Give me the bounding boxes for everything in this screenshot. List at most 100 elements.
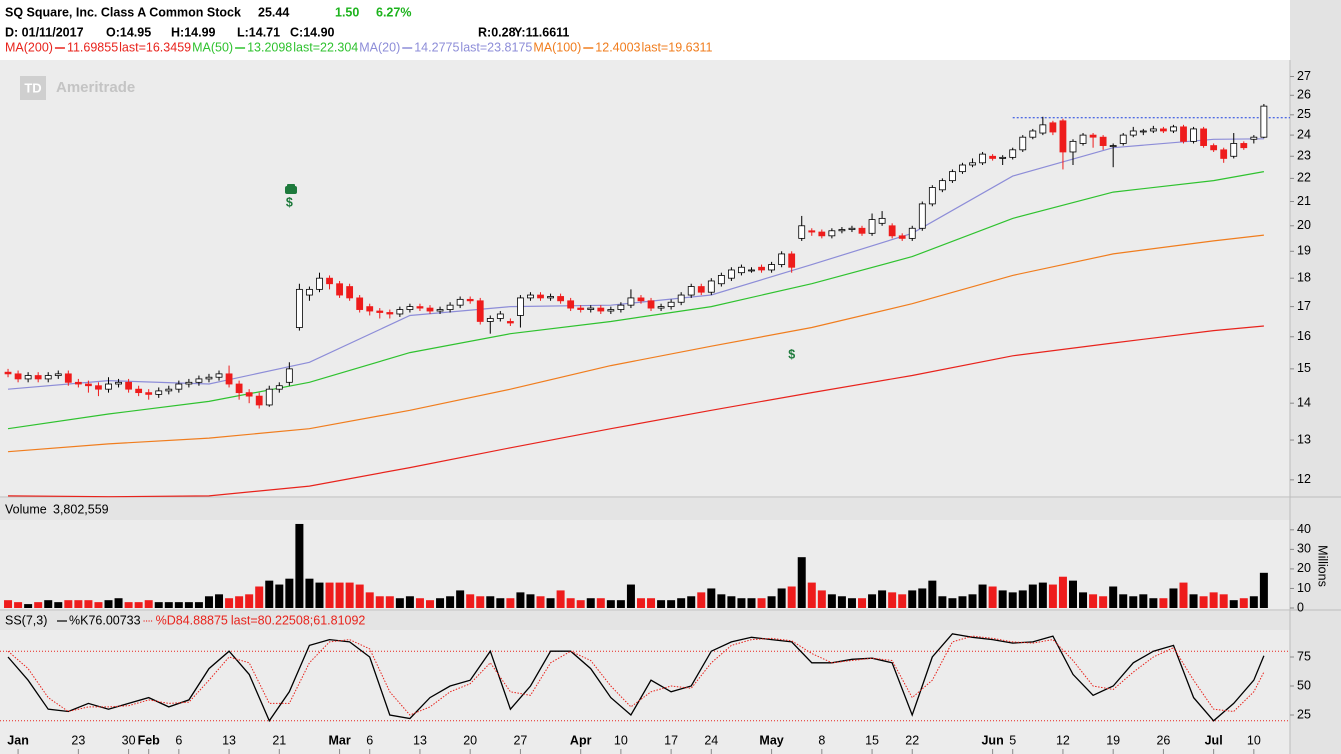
candle-body: [938, 180, 946, 191]
close: C:14.90: [290, 25, 335, 39]
y-tick-label: 13: [1297, 432, 1311, 446]
volume-bar: [978, 584, 987, 608]
candle-body: [1019, 136, 1027, 151]
candle-body: [858, 227, 866, 234]
volume-bar: [325, 582, 334, 608]
volume-bar: [134, 602, 143, 608]
y: Y:11.6611: [514, 25, 569, 39]
x-tick-label: 30: [122, 733, 136, 747]
x-tick-label: Jan: [7, 733, 29, 747]
candle-body: [24, 375, 32, 380]
volume-bar: [777, 588, 786, 608]
candle-body: [235, 383, 243, 394]
candle-body: [346, 286, 354, 299]
candle-body: [818, 231, 826, 237]
y-tick-label: 50: [1297, 678, 1311, 692]
candle-body: [959, 164, 966, 173]
volume-bar: [375, 596, 384, 608]
candle-body: [1170, 126, 1177, 132]
candle-body: [356, 297, 364, 310]
volume-bar: [114, 598, 123, 608]
volume-bar: [958, 596, 967, 608]
candle-body: [245, 392, 253, 397]
price: 25.44: [258, 5, 289, 19]
volume-bar: [1018, 590, 1027, 608]
volume-bar: [466, 594, 475, 608]
volume-bar: [54, 602, 63, 608]
candle-body: [627, 297, 635, 306]
y-tick-label: 14: [1297, 395, 1311, 409]
volume-bar: [1219, 594, 1228, 608]
candle-body: [999, 156, 1007, 159]
volume-bar: [1199, 596, 1208, 608]
volume-bar: [446, 596, 455, 608]
candle-body: [4, 371, 12, 375]
y-tick-label: 21: [1297, 194, 1311, 208]
volume-bar: [546, 598, 555, 608]
y-tick-label: 17: [1297, 299, 1311, 313]
candle-body: [406, 306, 414, 310]
x-tick-label: Apr: [570, 733, 592, 747]
legend-name: %K: [69, 613, 89, 627]
volume-bar: [737, 598, 746, 608]
volume-bar: [64, 600, 73, 608]
volume-title: Volume: [5, 502, 47, 516]
candle-body: [838, 229, 846, 232]
phone-handset: [287, 184, 295, 187]
volume-bar: [1079, 592, 1088, 608]
volume-bar: [215, 594, 224, 608]
volume-bar: [596, 598, 605, 608]
volume-bar: [667, 600, 676, 608]
candle-body: [14, 373, 22, 380]
x-tick-label: 6: [366, 733, 373, 747]
candle-body: [1260, 105, 1268, 138]
volume-bar: [1129, 596, 1138, 608]
volume-bar: [697, 592, 706, 608]
volume-bar: [285, 578, 294, 608]
candle-body: [587, 307, 595, 310]
volume-bar: [74, 600, 83, 608]
candle-body: [748, 269, 755, 272]
candle-body: [135, 388, 143, 394]
legend-value: 76.00733: [88, 613, 140, 627]
ma-name: MA(20): [359, 40, 400, 54]
title: SQ Square, Inc. Class A Common Stock: [5, 5, 241, 19]
candle-body: [125, 381, 132, 390]
y-tick-label: 30: [1297, 542, 1311, 556]
volume-bar: [998, 590, 1007, 608]
x-tick-label: 15: [865, 733, 879, 747]
candle-body: [295, 288, 303, 328]
candle-body: [416, 306, 424, 309]
volume-bar: [235, 596, 244, 608]
candle-body: [195, 378, 203, 383]
candle-body: [808, 230, 816, 233]
volume-bar: [44, 600, 53, 608]
volume-bar: [385, 596, 394, 608]
volume-bar: [717, 594, 726, 608]
x-tick-label: 5: [1009, 733, 1016, 747]
candle-body: [54, 373, 62, 376]
volume-bar: [1109, 586, 1118, 608]
candle-body: [185, 381, 193, 385]
candle-body: [758, 266, 765, 271]
y-tick-label: 16: [1297, 329, 1311, 343]
volume-bar: [496, 598, 505, 608]
x-tick-label: 22: [905, 733, 919, 747]
volume-bar: [918, 588, 927, 608]
candle-body: [476, 300, 484, 322]
candle-body: [306, 288, 313, 296]
volume-bar: [4, 600, 13, 608]
stoch-line: [7, 633, 1265, 723]
legend-value: 84.88875: [176, 613, 228, 627]
candle-body: [597, 307, 605, 312]
volume-bar: [1149, 598, 1158, 608]
candle-body: [215, 373, 223, 378]
volume-bar: [707, 588, 716, 608]
candle-body: [436, 309, 444, 312]
candle-body: [85, 383, 92, 387]
y-tick-label: 75: [1297, 649, 1311, 663]
candle-body: [74, 381, 82, 385]
candle-body: [908, 227, 916, 239]
candle-body: [1190, 128, 1197, 142]
volume-bar: [164, 602, 173, 608]
